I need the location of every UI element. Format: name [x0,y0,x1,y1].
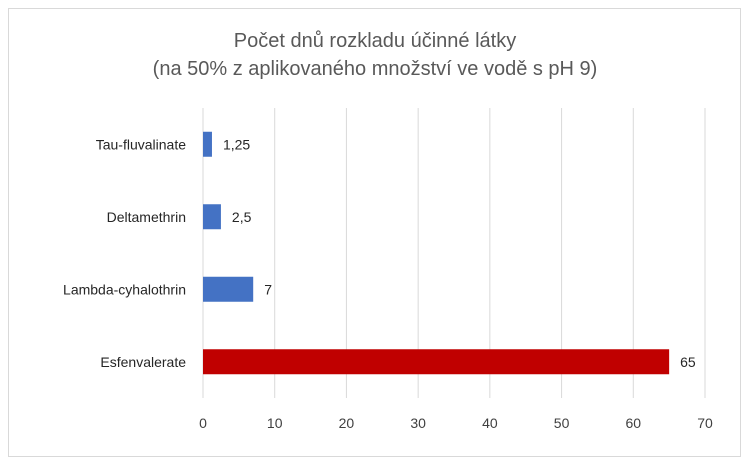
x-tick-label: 40 [482,415,498,431]
data-labels: 1,25 2,5 7 65 [223,136,696,370]
data-label: 7 [264,281,272,297]
chart-subtitle: (na 50% z aplikovaného množství ve vodě … [152,58,598,80]
x-tick-label: 20 [339,415,355,431]
x-tick-label: 30 [410,415,426,431]
chart-title: Počet dnů rozkladu účinné látky [233,30,517,52]
data-label: 65 [680,354,696,370]
bar-lambda-cyhalothrin [203,276,254,302]
x-tick-label: 10 [267,415,283,431]
category-labels: Tau-fluvalinate Deltamethrin Lambda-cyhalo… [63,136,186,370]
bar-tau-fluvalinate [203,131,212,157]
data-label: 1,25 [223,136,250,152]
x-tick-labels: 0 10 20 30 40 50 60 70 [199,415,713,431]
bar-deltamethrin [203,204,221,230]
x-tick-label: 0 [199,415,207,431]
data-label: 2,5 [232,209,252,225]
bar-esfenvalerate [203,349,670,375]
category-label: Esfenvalerate [100,354,186,370]
x-tick-label: 60 [625,415,641,431]
category-label: Deltamethrin [107,209,186,225]
category-label: Tau-fluvalinate [96,136,186,152]
bars [203,131,670,375]
x-tick-label: 70 [697,415,713,431]
x-tick-label: 50 [554,415,570,431]
category-label: Lambda-cyhalothrin [63,281,186,297]
chart-frame [8,8,741,457]
